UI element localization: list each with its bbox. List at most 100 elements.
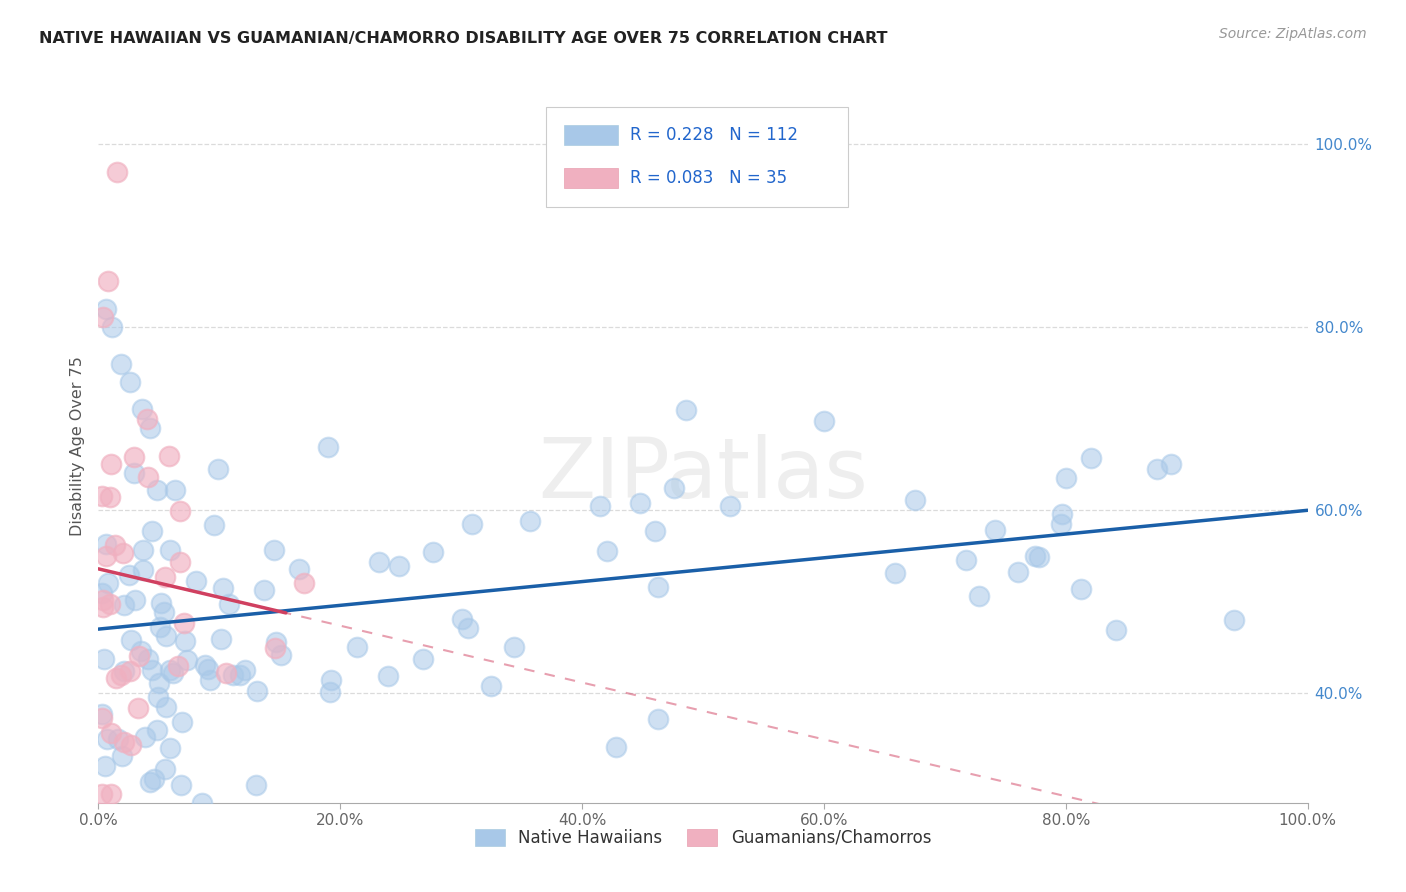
Point — [388, 558, 411, 573]
Point — [718, 499, 741, 513]
Point — [148, 675, 170, 690]
Point — [91, 706, 114, 721]
Point — [145, 483, 167, 497]
Text: ZIPatlas: ZIPatlas — [538, 434, 868, 515]
Point — [145, 723, 167, 737]
Text: NATIVE HAWAIIAN VS GUAMANIAN/CHAMORRO DISABILITY AGE OVER 75 CORRELATION CHART: NATIVE HAWAIIAN VS GUAMANIAN/CHAMORRO DI… — [39, 31, 887, 46]
Point — [118, 664, 141, 678]
Point — [136, 652, 159, 666]
Point — [143, 772, 166, 787]
Point — [194, 657, 217, 672]
Point — [1054, 471, 1077, 485]
Point — [246, 684, 269, 698]
Point — [1146, 461, 1168, 475]
Point — [1080, 451, 1102, 466]
Legend: Native Hawaiians, Guamanians/Chamorros: Native Hawaiians, Guamanians/Chamorros — [467, 821, 939, 855]
Point — [1007, 566, 1029, 580]
Point — [1105, 623, 1128, 637]
Point — [461, 517, 484, 532]
Point — [174, 634, 197, 648]
Point — [104, 538, 127, 552]
Point — [292, 575, 315, 590]
Point — [150, 596, 173, 610]
Point — [1070, 582, 1092, 596]
Point — [647, 580, 669, 594]
Point — [149, 620, 172, 634]
Point — [107, 731, 129, 746]
Point — [457, 621, 479, 635]
Point — [167, 658, 190, 673]
Point — [1160, 458, 1182, 472]
Point — [110, 667, 132, 681]
Point — [221, 668, 243, 682]
Point — [644, 524, 666, 538]
Point — [884, 566, 907, 580]
Point — [967, 589, 990, 603]
Point — [129, 644, 152, 658]
Point — [138, 469, 160, 483]
Point — [479, 679, 502, 693]
Point — [152, 605, 174, 619]
Point — [319, 673, 342, 687]
Point — [112, 735, 135, 749]
Point — [647, 713, 669, 727]
Point — [122, 466, 145, 480]
Point — [155, 629, 177, 643]
Point — [132, 543, 155, 558]
Point — [218, 597, 240, 611]
Point — [191, 796, 214, 810]
Point — [132, 563, 155, 577]
Point — [104, 671, 127, 685]
Point — [98, 490, 121, 504]
Point — [412, 652, 434, 666]
FancyBboxPatch shape — [564, 168, 619, 187]
Point — [100, 787, 122, 801]
Point — [813, 414, 835, 428]
Point — [198, 673, 221, 688]
Point — [93, 593, 115, 607]
FancyBboxPatch shape — [546, 107, 848, 207]
Point — [368, 555, 391, 569]
FancyBboxPatch shape — [564, 125, 619, 145]
Point — [162, 666, 184, 681]
Point — [229, 667, 252, 681]
Point — [100, 726, 122, 740]
Point — [172, 715, 194, 730]
Point — [159, 449, 181, 463]
Point — [91, 310, 114, 325]
Point — [159, 740, 181, 755]
Point — [955, 553, 977, 567]
Point — [141, 663, 163, 677]
Point — [97, 274, 120, 288]
Point — [169, 504, 191, 518]
Point — [112, 665, 135, 679]
Point — [124, 592, 146, 607]
Point — [316, 440, 339, 454]
Point — [128, 649, 150, 664]
Point — [155, 700, 177, 714]
Point — [111, 546, 134, 560]
Point — [96, 731, 118, 746]
Point — [118, 568, 141, 582]
Point — [903, 492, 925, 507]
Point — [1223, 613, 1246, 627]
Point — [94, 549, 117, 563]
Point — [233, 663, 256, 677]
Point — [207, 462, 229, 476]
Point — [1050, 507, 1073, 521]
Point — [100, 458, 122, 472]
Point — [94, 301, 117, 316]
Point — [519, 514, 541, 528]
Point — [110, 357, 132, 371]
Point — [184, 574, 207, 588]
Point — [263, 542, 285, 557]
Point — [91, 586, 114, 600]
Text: R = 0.228   N = 112: R = 0.228 N = 112 — [630, 126, 799, 144]
Point — [118, 375, 141, 389]
Text: Source: ZipAtlas.com: Source: ZipAtlas.com — [1219, 27, 1367, 41]
Point — [120, 632, 142, 647]
Point — [91, 787, 114, 801]
Point — [94, 537, 117, 551]
Point — [120, 739, 142, 753]
Point — [101, 320, 124, 334]
